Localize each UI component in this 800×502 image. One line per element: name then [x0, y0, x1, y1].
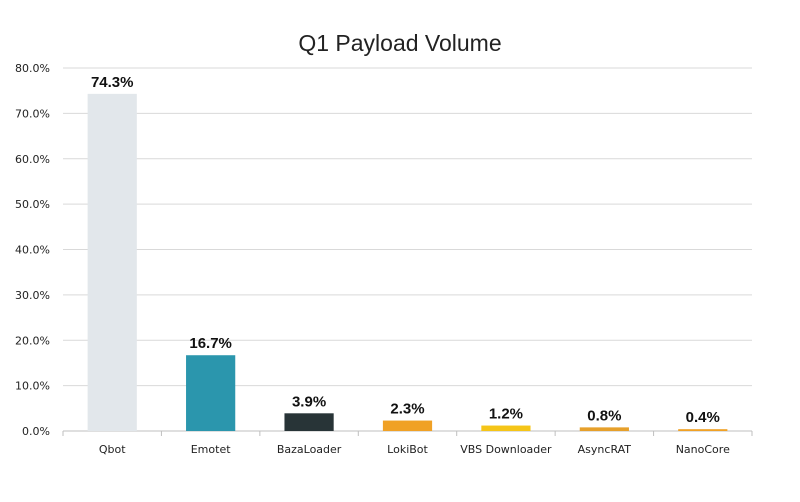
chart-title: Q1 Payload Volume	[298, 30, 502, 56]
x-tick-label: LokiBot	[387, 443, 428, 456]
bar-bazaloader	[284, 413, 334, 431]
x-tick-label: AsyncRAT	[578, 443, 632, 456]
bar-vbs-downloader	[481, 425, 531, 431]
data-label: 74.3%	[91, 74, 134, 91]
bar-asyncrat	[579, 427, 629, 431]
y-tick-label: 80.0%	[15, 62, 50, 75]
y-tick-label: 10.0%	[15, 380, 50, 393]
x-tick-label: BazaLoader	[277, 443, 342, 456]
bar-qbot	[87, 93, 137, 432]
x-tick-label: NanoCore	[676, 443, 730, 456]
y-tick-label: 40.0%	[15, 244, 50, 257]
data-label: 1.2%	[489, 406, 523, 423]
y-tick-label: 70.0%	[15, 107, 50, 120]
bar-nanocore	[678, 429, 728, 431]
data-label: 0.8%	[587, 407, 621, 424]
y-tick-label: 60.0%	[15, 153, 50, 166]
x-tick-label: Emotet	[191, 443, 231, 456]
y-tick-label: 20.0%	[15, 334, 50, 347]
bar-emotet	[186, 355, 236, 431]
x-tick-label: Qbot	[99, 443, 126, 456]
y-tick-label: 30.0%	[15, 289, 50, 302]
data-label: 16.7%	[189, 335, 232, 352]
data-label: 0.4%	[686, 409, 720, 426]
data-label: 3.9%	[292, 393, 326, 410]
y-tick-label: 50.0%	[15, 198, 50, 211]
x-tick-label: VBS Downloader	[460, 443, 552, 456]
bar-lokibot	[382, 420, 433, 431]
data-label: 2.3%	[390, 401, 424, 418]
y-tick-label: 0.0%	[22, 425, 50, 438]
